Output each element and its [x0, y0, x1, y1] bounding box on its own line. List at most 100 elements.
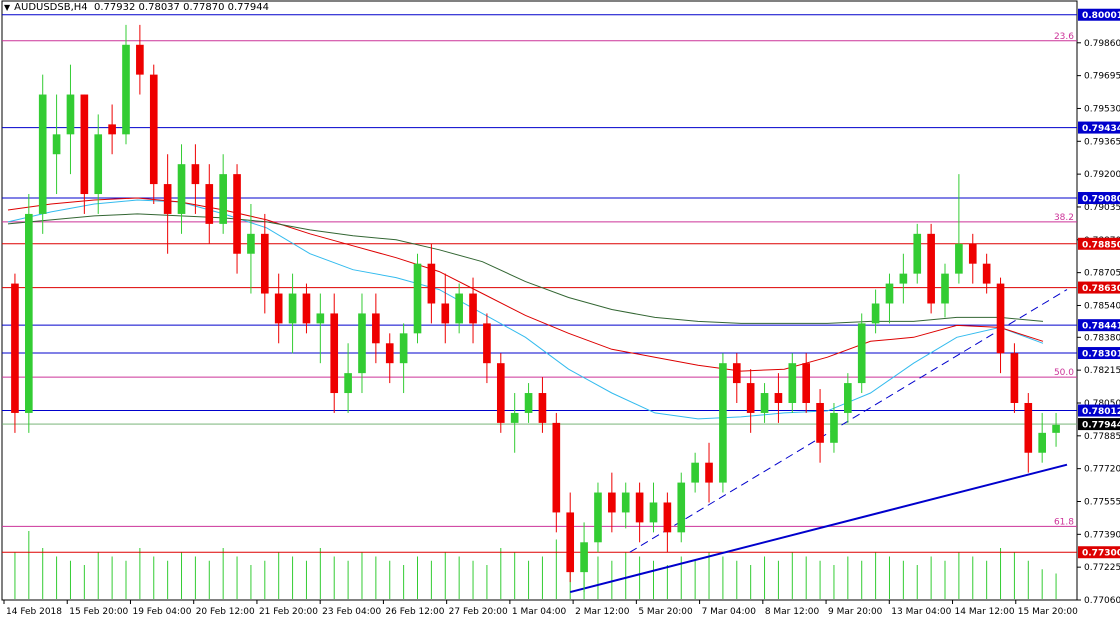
candle-body — [719, 363, 727, 483]
candle-body — [649, 502, 658, 523]
candle-body — [913, 233, 922, 274]
price-tick-label: 0.78705 — [1084, 269, 1120, 279]
moving-average-line — [7, 199, 1044, 420]
price-level-tag-label: 0.78012 — [1082, 407, 1120, 417]
time-tick-label: 15 Feb 20:00 — [69, 607, 128, 617]
price-tick-label: 0.79200 — [1084, 170, 1120, 180]
candle-body — [760, 393, 769, 413]
candle-body — [677, 482, 686, 533]
price-level-tag — [1078, 404, 1120, 417]
price-level-tag — [1078, 319, 1120, 332]
price-tick-label: 0.78380 — [1084, 333, 1120, 343]
candle-body — [191, 164, 200, 185]
candle-body — [247, 233, 255, 254]
price-tick-label: 0.79530 — [1084, 104, 1120, 114]
time-tick-label: 20 Feb 12:00 — [196, 607, 255, 617]
candle-body — [399, 333, 408, 364]
candle-body — [968, 243, 977, 264]
candle-body — [594, 492, 602, 543]
candle-body — [122, 44, 130, 135]
fib-level-label: 61.8 — [1054, 517, 1074, 527]
candle-body — [802, 363, 811, 403]
time-tick-label: 23 Feb 04:00 — [322, 607, 381, 617]
candle-body — [816, 402, 824, 443]
price-tick-label: 0.78215 — [1084, 366, 1120, 376]
candle-body — [524, 393, 533, 413]
price-tick-label: 0.79695 — [1084, 72, 1120, 82]
price-level-tag — [1078, 237, 1120, 250]
trendline — [569, 463, 1068, 594]
candle-body — [1010, 353, 1019, 403]
candle-body — [455, 293, 463, 324]
candle-body — [108, 124, 116, 135]
candle-body — [608, 492, 616, 513]
candle-body — [885, 283, 894, 304]
price-level-tag-label: 0.77300 — [1082, 549, 1120, 559]
candle-body — [25, 213, 33, 413]
time-tick-label: 27 Feb 20:00 — [449, 607, 508, 617]
candle-body — [705, 462, 713, 483]
time-tick-label: 1 Mar 04:00 — [512, 607, 567, 617]
candle-body — [11, 283, 19, 413]
candle-body — [1052, 424, 1060, 433]
candle-body — [219, 174, 227, 224]
fib-level-label: 23.6 — [1054, 32, 1074, 42]
price-level-tag — [1078, 418, 1120, 431]
candle-body — [871, 303, 880, 324]
plot-frame — [1, 0, 1078, 601]
candle-body — [427, 263, 436, 304]
price-tick-label: 0.79365 — [1084, 137, 1120, 147]
candle-body — [496, 363, 505, 423]
candle-body — [441, 303, 450, 324]
candle-body — [52, 134, 61, 155]
price-level-tag-label: 0.78441 — [1082, 322, 1120, 332]
candle-body — [996, 283, 1005, 354]
candle-body — [774, 393, 783, 403]
candle-body — [899, 273, 908, 284]
candle-body — [205, 184, 214, 224]
price-tick-label: 0.78540 — [1084, 301, 1120, 311]
candle-body — [1024, 402, 1033, 453]
fib-level-label: 50.0 — [1054, 368, 1074, 378]
time-tick-label: 2 Mar 12:00 — [575, 607, 630, 617]
price-tick-label: 0.78050 — [1084, 399, 1120, 409]
candle-body — [177, 164, 186, 214]
ohlc-readout: 0.77932 0.78037 0.77870 0.77944 — [94, 2, 269, 13]
price-level-tag-label: 0.79434 — [1082, 124, 1120, 134]
candle-body — [844, 383, 852, 413]
price-level-tag — [1078, 8, 1120, 21]
trendline — [629, 289, 1068, 553]
candle-body — [830, 412, 838, 443]
price-level-tag-label: 0.78850 — [1082, 240, 1120, 250]
candle-body — [66, 94, 75, 135]
candle-body — [163, 184, 172, 214]
moving-average-line — [7, 213, 1044, 324]
dropdown-triangle-icon[interactable]: ▼ — [4, 3, 11, 12]
candle-body — [857, 323, 866, 384]
price-tick-label: 0.77720 — [1084, 465, 1120, 475]
candle-body — [788, 363, 797, 403]
price-tick-label: 0.79035 — [1084, 203, 1120, 213]
time-tick-label: 26 Feb 12:00 — [385, 607, 444, 617]
candle-body — [316, 313, 325, 324]
candle-body — [372, 313, 380, 344]
price-tick-label: 0.77390 — [1084, 530, 1120, 540]
price-level-tag — [1078, 121, 1120, 134]
candle-body — [982, 263, 991, 284]
price-level-tag-label: 0.80001 — [1082, 11, 1120, 21]
candle-body — [136, 44, 144, 75]
time-tick-label: 7 Mar 04:00 — [702, 607, 757, 617]
price-level-tag-label: 0.79080 — [1082, 195, 1120, 205]
candle-body — [483, 323, 491, 364]
candle-body — [233, 174, 241, 254]
time-tick-label: 14 Mar 12:00 — [955, 607, 1015, 617]
candle-body — [330, 313, 339, 394]
candle-body — [510, 412, 519, 423]
time-tick-label: 21 Feb 20:00 — [259, 607, 318, 617]
price-tick-label: 0.77555 — [1084, 497, 1120, 507]
symbol-header: ▼ AUDUSDSB,H4 0.77932 0.78037 0.77870 0.7… — [4, 2, 269, 13]
candle-body — [358, 313, 366, 374]
candle-body — [663, 502, 672, 533]
